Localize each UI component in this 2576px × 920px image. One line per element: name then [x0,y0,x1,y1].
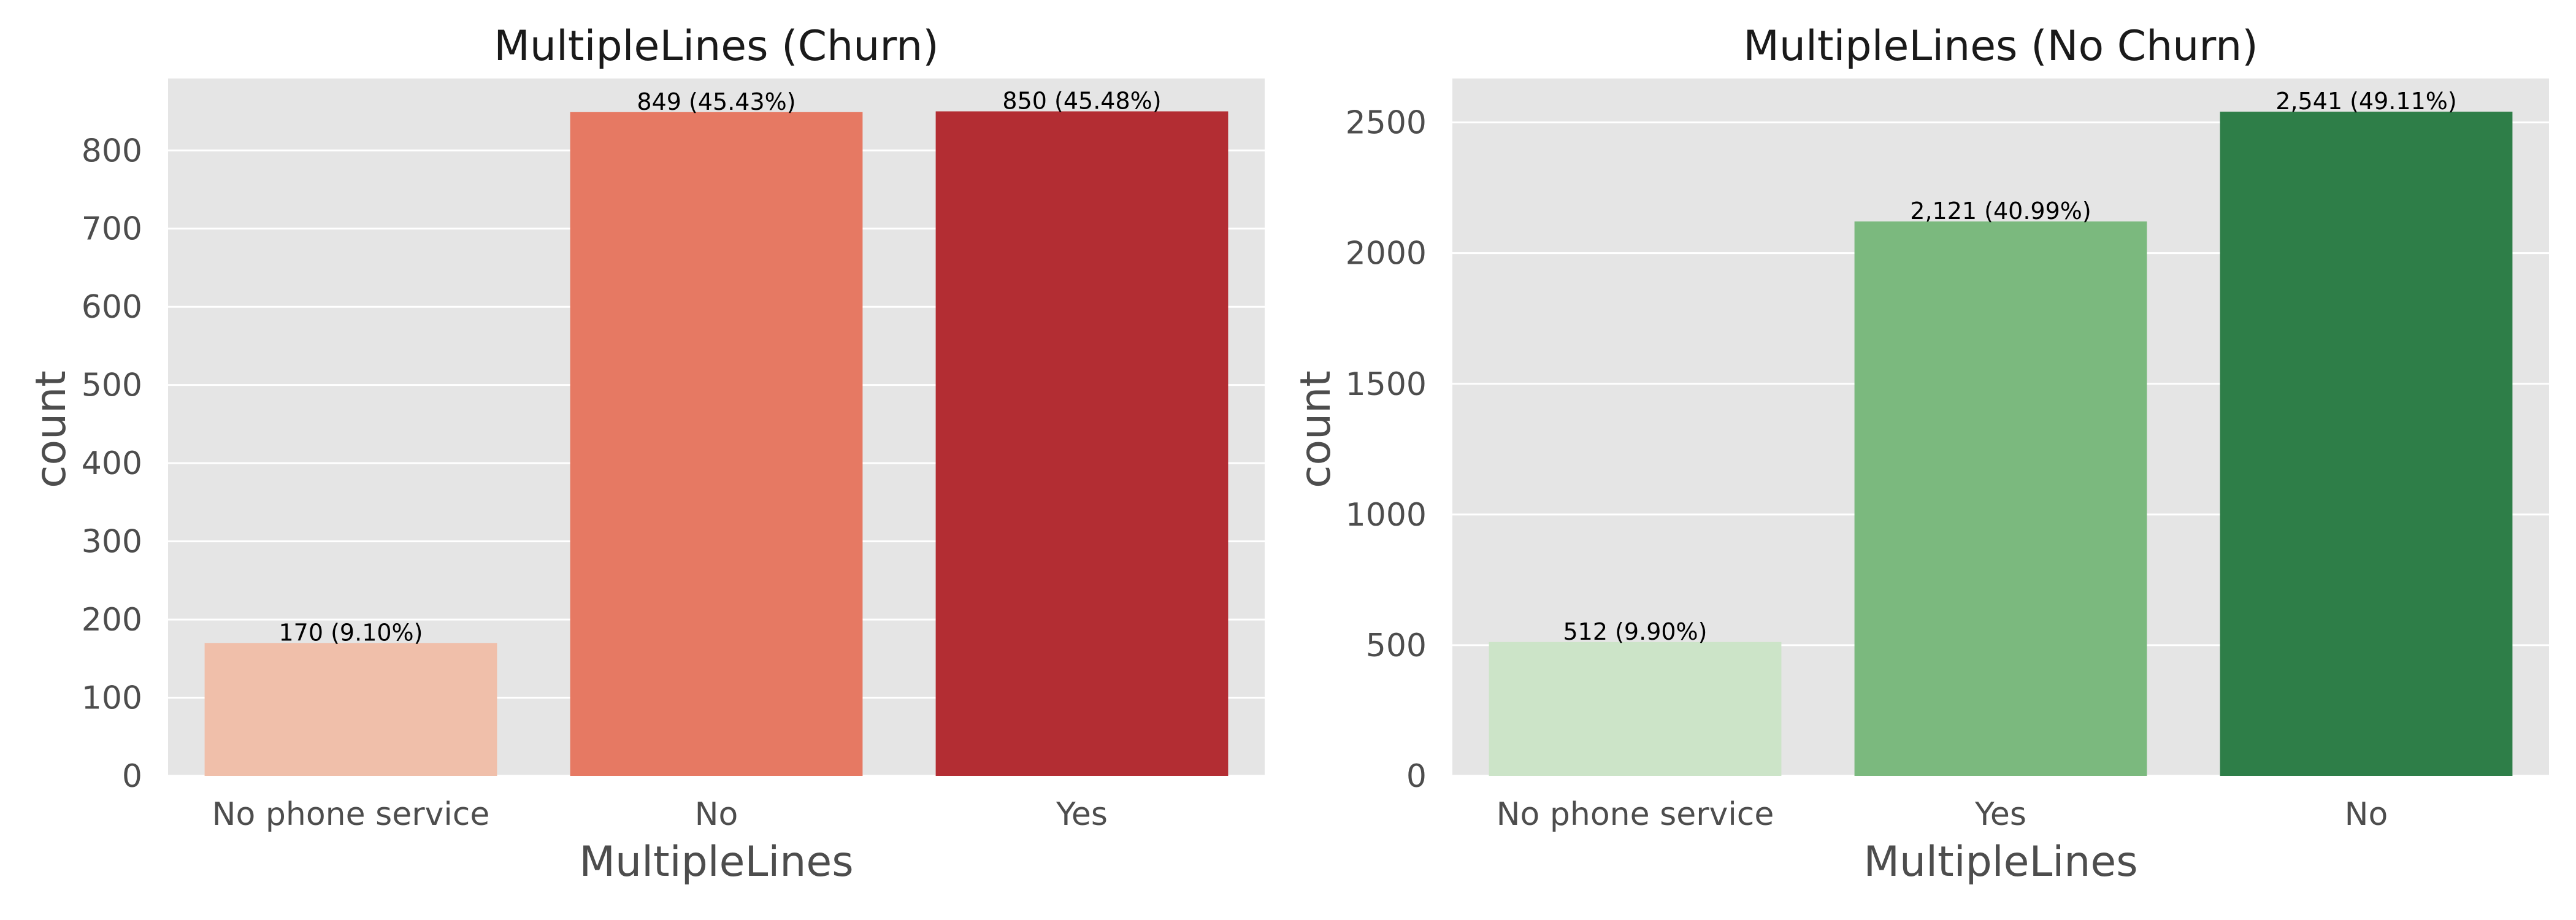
churn-bar [570,112,863,776]
churn-bar [935,111,1229,776]
no-churn-bar-data-label: 2,121 (40.99%) [1910,197,2091,224]
no-churn-x-tick-label: Yes [1974,796,2026,833]
no-churn-bar-data-label: 2,541 (49.11%) [2275,88,2456,115]
churn-bar-data-label: 170 (9.10%) [279,619,423,646]
churn-y-tick-label: 0 [122,758,142,795]
no-churn-x-tick-label: No [2345,796,2388,833]
no-churn-y-tick-label: 1500 [1346,366,1427,403]
no-churn-chart: MultipleLines (No Churn) MultipleLines c… [1292,22,2549,886]
churn-y-tick-label: 800 [82,132,142,169]
churn-x-tick-label: No [695,796,738,833]
no-churn-y-tick-label: 500 [1366,627,1427,664]
churn-x-tick-label: No phone service [212,796,490,833]
no-churn-y-tick-label: 2500 [1346,105,1427,142]
no-churn-x-axis-label: MultipleLines [1863,838,2137,886]
churn-x-tick-label: Yes [1056,796,1108,833]
no-churn-x-tick-label: No phone service [1497,796,1774,833]
no-churn-y-tick-label: 1000 [1346,497,1427,534]
churn-y-tick-label: 100 [82,680,142,717]
churn-y-axis-label: count [27,370,75,488]
churn-y-tick-label: 700 [82,211,142,248]
churn-chart-title: MultipleLines (Churn) [494,22,938,71]
churn-x-axis-label: MultipleLines [579,838,853,886]
churn-bar-data-label: 850 (45.48%) [1002,88,1161,115]
no-churn-y-tick-label: 2000 [1346,236,1427,272]
churn-y-tick-label: 600 [82,289,142,326]
churn-y-tick-label: 300 [82,524,142,561]
churn-bar-data-label: 849 (45.43%) [637,88,795,115]
churn-bar [204,643,497,776]
churn-y-tick-label: 500 [82,367,142,404]
churn-y-tick-label: 400 [82,445,142,482]
no-churn-bar [1854,221,2147,776]
no-churn-y-axis-label: count [1292,370,1340,488]
churn-y-tick-label: 200 [82,602,142,638]
churn-chart: MultipleLines (Churn) MultipleLines coun… [27,22,1265,886]
no-churn-chart-title: MultipleLines (No Churn) [1743,22,2258,71]
no-churn-bar [1489,642,1782,776]
no-churn-y-tick-label: 0 [1406,758,1427,795]
no-churn-bar-data-label: 512 (9.90%) [1563,618,1708,645]
no-churn-bar [2220,112,2513,776]
